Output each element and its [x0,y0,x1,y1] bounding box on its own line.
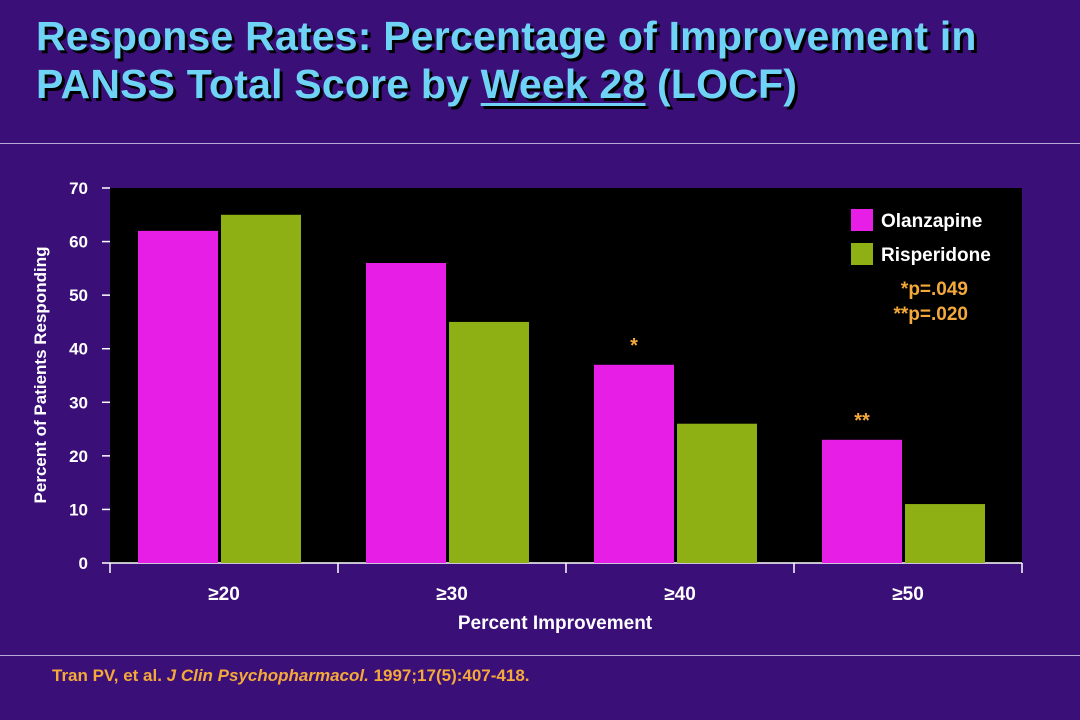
bar-risperidone [677,423,757,563]
significance-mark: * [630,335,638,357]
p-value-annotation: **p=.020 [894,304,968,325]
citation-details: 1997;17(5):407-418. [368,666,530,685]
bar-olanzapine [822,439,902,563]
top-divider [0,143,1080,144]
citation-authors: Tran PV, et al. [52,666,167,685]
y-tick-label: 50 [69,286,88,305]
y-axis-title: Percent of Patients Responding [31,247,50,504]
bar-olanzapine [366,263,446,563]
y-tick-label: 0 [79,554,88,573]
legend-label-risperidone: Risperidone [881,245,991,266]
bottom-divider [0,655,1080,656]
p-value-annotation: *p=.049 [901,279,968,300]
title-line-2: PANSS Total Score by Week 28 (LOCF) [36,60,1056,108]
bar-risperidone [905,504,985,563]
citation-journal: J Clin Psychopharmacol. [166,666,369,685]
y-tick-label: 70 [69,179,88,198]
bar-risperidone [449,321,529,563]
slide-title: Response Rates: Percentage of Improvemen… [36,12,1056,108]
legend-swatch-risperidone [851,243,873,265]
title-line-1: Response Rates: Percentage of Improvemen… [36,13,977,59]
title-line-2-suffix: (LOCF) [645,61,798,107]
y-tick-label: 10 [69,500,88,519]
x-tick-label: ≥20 [208,584,240,605]
x-tick-label: ≥40 [664,584,696,605]
y-tick-label: 30 [69,393,88,412]
bar-risperidone [221,214,301,564]
title-week-underlined: Week 28 [480,61,646,107]
legend-swatch-olanzapine [851,209,873,231]
y-tick-label: 60 [69,233,88,252]
x-tick-label: ≥50 [892,584,924,605]
bar-olanzapine [138,230,218,563]
y-tick-label: 20 [69,447,88,466]
y-tick-label: 40 [69,340,88,359]
title-line-2-prefix: PANSS Total Score by [36,61,481,107]
legend-label-olanzapine: Olanzapine [881,211,982,232]
citation: Tran PV, et al. J Clin Psychopharmacol. … [52,666,530,686]
bar-olanzapine [594,364,674,563]
x-tick-label: ≥30 [436,584,468,605]
x-axis-title: Percent Improvement [458,613,653,634]
significance-mark: ** [854,410,870,432]
